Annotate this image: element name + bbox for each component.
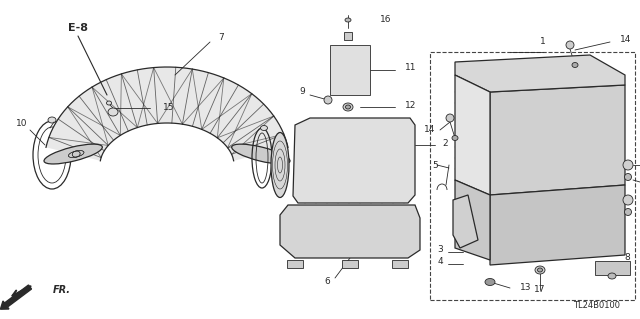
Polygon shape xyxy=(455,55,625,92)
Polygon shape xyxy=(293,118,415,203)
Text: 1: 1 xyxy=(540,38,546,47)
Polygon shape xyxy=(490,85,625,195)
Bar xyxy=(344,32,352,40)
Polygon shape xyxy=(490,185,625,265)
Ellipse shape xyxy=(260,125,268,130)
Ellipse shape xyxy=(608,273,616,279)
Text: 12: 12 xyxy=(405,100,417,109)
Polygon shape xyxy=(455,75,490,195)
Ellipse shape xyxy=(345,18,351,22)
Text: 11: 11 xyxy=(405,63,417,72)
Text: 5: 5 xyxy=(432,160,438,169)
Text: TL24B0100: TL24B0100 xyxy=(573,300,620,309)
Text: 3: 3 xyxy=(437,246,443,255)
Text: 16: 16 xyxy=(380,16,392,25)
Text: 14: 14 xyxy=(424,125,436,135)
Bar xyxy=(287,260,303,268)
Text: 8: 8 xyxy=(624,254,630,263)
Text: FR.: FR. xyxy=(53,285,71,295)
Text: 17: 17 xyxy=(534,286,546,294)
Text: 13: 13 xyxy=(520,284,531,293)
Ellipse shape xyxy=(346,105,351,109)
Ellipse shape xyxy=(625,174,632,181)
Bar xyxy=(342,260,358,268)
Text: 7: 7 xyxy=(218,33,224,42)
Polygon shape xyxy=(453,195,478,248)
Ellipse shape xyxy=(44,144,102,164)
Text: 2: 2 xyxy=(442,138,447,147)
Ellipse shape xyxy=(625,209,632,216)
Text: 10: 10 xyxy=(16,118,28,128)
Ellipse shape xyxy=(324,96,332,104)
Ellipse shape xyxy=(48,117,56,123)
Ellipse shape xyxy=(343,103,353,111)
Bar xyxy=(330,45,370,95)
Text: 14: 14 xyxy=(620,35,632,44)
Polygon shape xyxy=(46,67,288,161)
Text: 9: 9 xyxy=(299,87,305,97)
Ellipse shape xyxy=(623,195,633,205)
Ellipse shape xyxy=(538,268,543,272)
FancyArrow shape xyxy=(1,285,31,309)
Ellipse shape xyxy=(452,136,458,140)
Ellipse shape xyxy=(572,63,578,68)
Ellipse shape xyxy=(108,108,118,116)
Ellipse shape xyxy=(535,266,545,274)
Bar xyxy=(595,261,630,275)
Ellipse shape xyxy=(485,278,495,286)
Text: E-8: E-8 xyxy=(68,23,88,33)
Polygon shape xyxy=(280,205,420,258)
Ellipse shape xyxy=(106,101,111,105)
Text: 6: 6 xyxy=(324,278,330,286)
Text: 4: 4 xyxy=(437,257,443,266)
Polygon shape xyxy=(455,180,490,260)
Ellipse shape xyxy=(232,144,290,164)
Bar xyxy=(392,260,408,268)
Ellipse shape xyxy=(271,132,289,197)
Ellipse shape xyxy=(566,41,574,49)
Ellipse shape xyxy=(446,114,454,122)
Text: 15: 15 xyxy=(163,103,175,113)
Ellipse shape xyxy=(623,160,633,170)
Bar xyxy=(430,52,635,300)
